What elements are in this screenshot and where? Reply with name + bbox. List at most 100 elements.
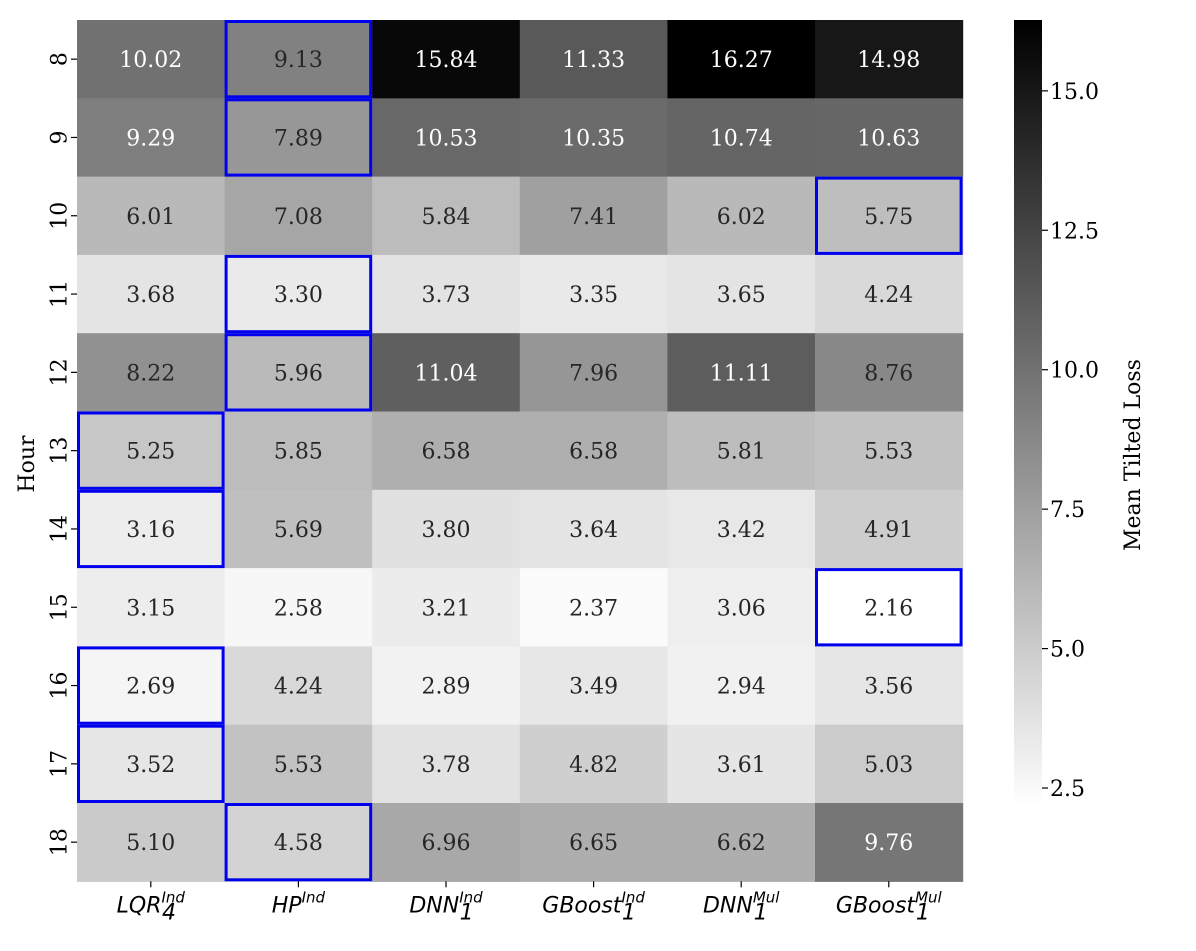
highlight-box [224,254,373,334]
cell-value-label: 3.35 [569,283,618,308]
heatmap-cell [372,254,521,334]
cell-value-label: 10.63 [857,126,920,151]
cell-value-label: 5.85 [274,440,323,465]
heatmap-cell [372,646,521,726]
colorbar-tick-label: 2.5 [1050,777,1085,802]
highlight-box [77,646,225,725]
heatmap-cells: 10.02 9.13 15.84 11.33 16.27 14.98 9.29 7.89 10.… [77,20,964,882]
x-tick-subscript: 4 [162,900,176,925]
x-tick-label: DNNMul [703,888,780,918]
heatmap-cell [815,411,964,491]
y-axis-ticks: 8 9 10 11 12 13 14 15 16 17 18 [48,52,77,856]
cell-value-label: 5.81 [717,440,766,465]
heatmap-cell [224,176,373,256]
heatmap-cell [224,646,373,726]
heatmap-cell [815,489,964,569]
heatmap-cell [815,20,964,99]
colorbar: 2.5 5.0 7.5 10.0 12.5 15.0 [1014,20,1099,807]
heatmap-cell [519,333,668,413]
cell-value-label: 9.13 [274,48,323,73]
cell-value-label: 5.84 [422,205,471,230]
cell-value-label: 2.69 [126,675,175,700]
cell-value-label: 10.02 [119,48,182,73]
cell-value-label: 3.49 [569,675,618,700]
y-tick-label: 15 [48,593,73,621]
heatmap-cell [667,803,816,882]
cell-value-label: 5.69 [274,518,323,543]
cell-value-label: 15.84 [415,48,478,73]
heatmap-cell [519,724,668,804]
cell-value-label: 5.96 [274,361,323,386]
cell-value-label: 11.33 [562,48,625,73]
cell-value-label: 4.82 [569,753,618,778]
cell-value-label: 10.74 [710,126,773,151]
cell-value-label: 7.96 [569,361,618,386]
colorbar-label: Mean Tilted Loss [1121,359,1146,551]
cell-value-label: 3.61 [717,753,766,778]
heatmap-cell [224,411,373,491]
cell-value-label: 5.53 [274,753,323,778]
highlight-box [224,20,373,99]
cell-value-label: 8.76 [864,361,913,386]
cell-value-label: 4.24 [864,283,913,308]
y-tick-label: 8 [48,52,73,66]
heatmap-cell [815,803,964,882]
x-tick-label: DNNInd [409,888,483,918]
colorbar-tick-label: 5.0 [1050,638,1085,663]
heatmap-cell [667,333,816,413]
heatmap-cell [815,254,964,334]
heatmap-cell [667,98,816,178]
heatmap-cell [519,411,668,491]
cell-value-label: 3.56 [864,675,913,700]
colorbar-gradient [1014,20,1042,807]
cell-value-label: 4.91 [864,518,913,543]
cell-value-label: 14.98 [857,48,920,73]
highlight-box [77,724,225,804]
highlight-boxes [77,20,963,882]
heatmap-cell [519,646,668,726]
cell-value-label: 3.64 [569,518,618,543]
cell-value-label: 3.30 [274,283,323,308]
cell-value-label: 9.29 [126,126,175,151]
heatmap-cell [372,803,521,882]
heatmap-cell [77,489,226,569]
cell-value-label: 3.78 [422,753,471,778]
cell-value-label: 6.58 [569,440,618,465]
cell-value-label: 9.76 [864,831,913,856]
cell-value-label: 3.42 [717,518,766,543]
cell-value-label: 2.89 [422,675,471,700]
x-tick-subscript: 1 [460,900,474,925]
cell-value-label: 8.22 [126,361,175,386]
cell-value-label: 5.25 [126,440,175,465]
heatmap-cell [224,803,373,882]
heatmap-cell [224,568,373,647]
cell-value-label: 3.80 [422,518,471,543]
cell-value-label: 3.15 [126,596,175,621]
heatmap-cell [77,176,226,256]
heatmap-cell [77,20,226,99]
cell-value-label: 2.37 [569,596,618,621]
heatmap-cell [815,724,964,804]
cell-value-label: 16.27 [710,48,773,73]
heatmap-cell [77,646,226,726]
x-tick-subscript: 1 [754,900,768,925]
heatmap-cell [519,20,668,99]
cell-value-label: 4.24 [274,675,323,700]
heatmap-cell [372,411,521,491]
heatmap-cell [224,333,373,413]
heatmap-cell [667,724,816,804]
heatmap-cell [372,98,521,178]
heatmap-cell [224,254,373,334]
x-tick-subscript: 1 [622,900,636,925]
cell-value-label: 3.68 [126,283,175,308]
cell-value-label: 10.53 [415,126,478,151]
cell-value-label: 2.58 [274,596,323,621]
heatmap-cell [224,98,373,178]
y-tick-label: 11 [48,280,73,308]
cell-value-label: 11.11 [710,361,773,386]
heatmap-cell [519,98,668,178]
y-tick-label: 16 [48,672,73,700]
x-tick-subscript: 1 [916,900,930,925]
heatmap-cell [372,489,521,569]
